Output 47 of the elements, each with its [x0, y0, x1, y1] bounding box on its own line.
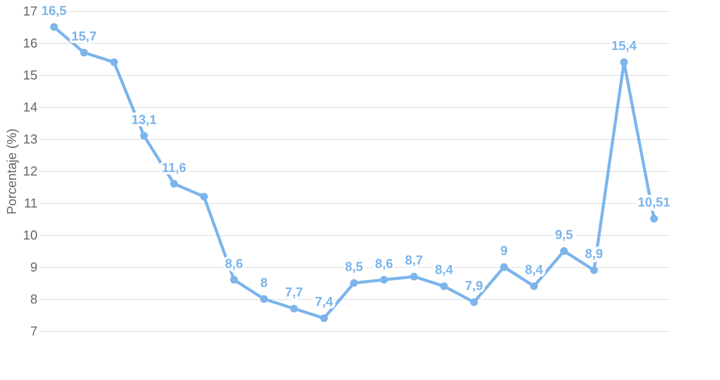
- data-label: 15,4: [611, 38, 638, 54]
- data-label: 8: [260, 275, 268, 290]
- point: [350, 279, 358, 287]
- data-label: 16,5: [41, 3, 67, 18]
- data-label: 7,7: [284, 284, 304, 300]
- point: [320, 314, 328, 322]
- point: [80, 48, 88, 56]
- y-tick-label: 8: [30, 292, 38, 306]
- point: [170, 180, 178, 188]
- point: [140, 132, 148, 140]
- data-label: 7,4: [314, 294, 334, 310]
- data-label: 8,4: [434, 262, 454, 278]
- data-label: 8,7: [404, 252, 424, 268]
- y-tick-label: 15: [23, 68, 38, 82]
- point: [50, 23, 58, 31]
- y-tick-label: 14: [23, 100, 38, 114]
- data-label: 8,4: [524, 262, 544, 278]
- point: [410, 272, 418, 280]
- y-tick-label: 10: [23, 228, 38, 242]
- y-tick-label: 17: [23, 4, 38, 18]
- data-label: 9: [500, 243, 508, 258]
- point: [620, 58, 628, 66]
- data-label: 9,5: [554, 227, 574, 242]
- point: [290, 304, 298, 312]
- data-label: 8,6: [374, 256, 394, 271]
- y-tick-label: 16: [23, 36, 38, 50]
- point: [230, 276, 238, 284]
- point: [440, 282, 448, 290]
- y-axis-title: Porcentaje (%): [4, 128, 20, 214]
- point: [500, 263, 508, 271]
- y-tick-label: 9: [30, 260, 38, 274]
- point: [650, 214, 658, 223]
- y-tick-label: 11: [24, 196, 38, 210]
- point: [560, 247, 568, 255]
- point: [530, 282, 538, 290]
- data-label: 8,5: [344, 259, 364, 274]
- point: [200, 192, 208, 200]
- y-tick-label: 7: [30, 324, 38, 338]
- y-tick-label: 12: [23, 164, 38, 178]
- point: [110, 58, 118, 66]
- point: [590, 266, 598, 274]
- y-tick-label: 13: [23, 132, 38, 146]
- point: [380, 276, 388, 284]
- point: [260, 295, 268, 303]
- data-label: 7,9: [464, 278, 484, 294]
- data-label: 15,7: [71, 28, 97, 44]
- point: [470, 298, 478, 306]
